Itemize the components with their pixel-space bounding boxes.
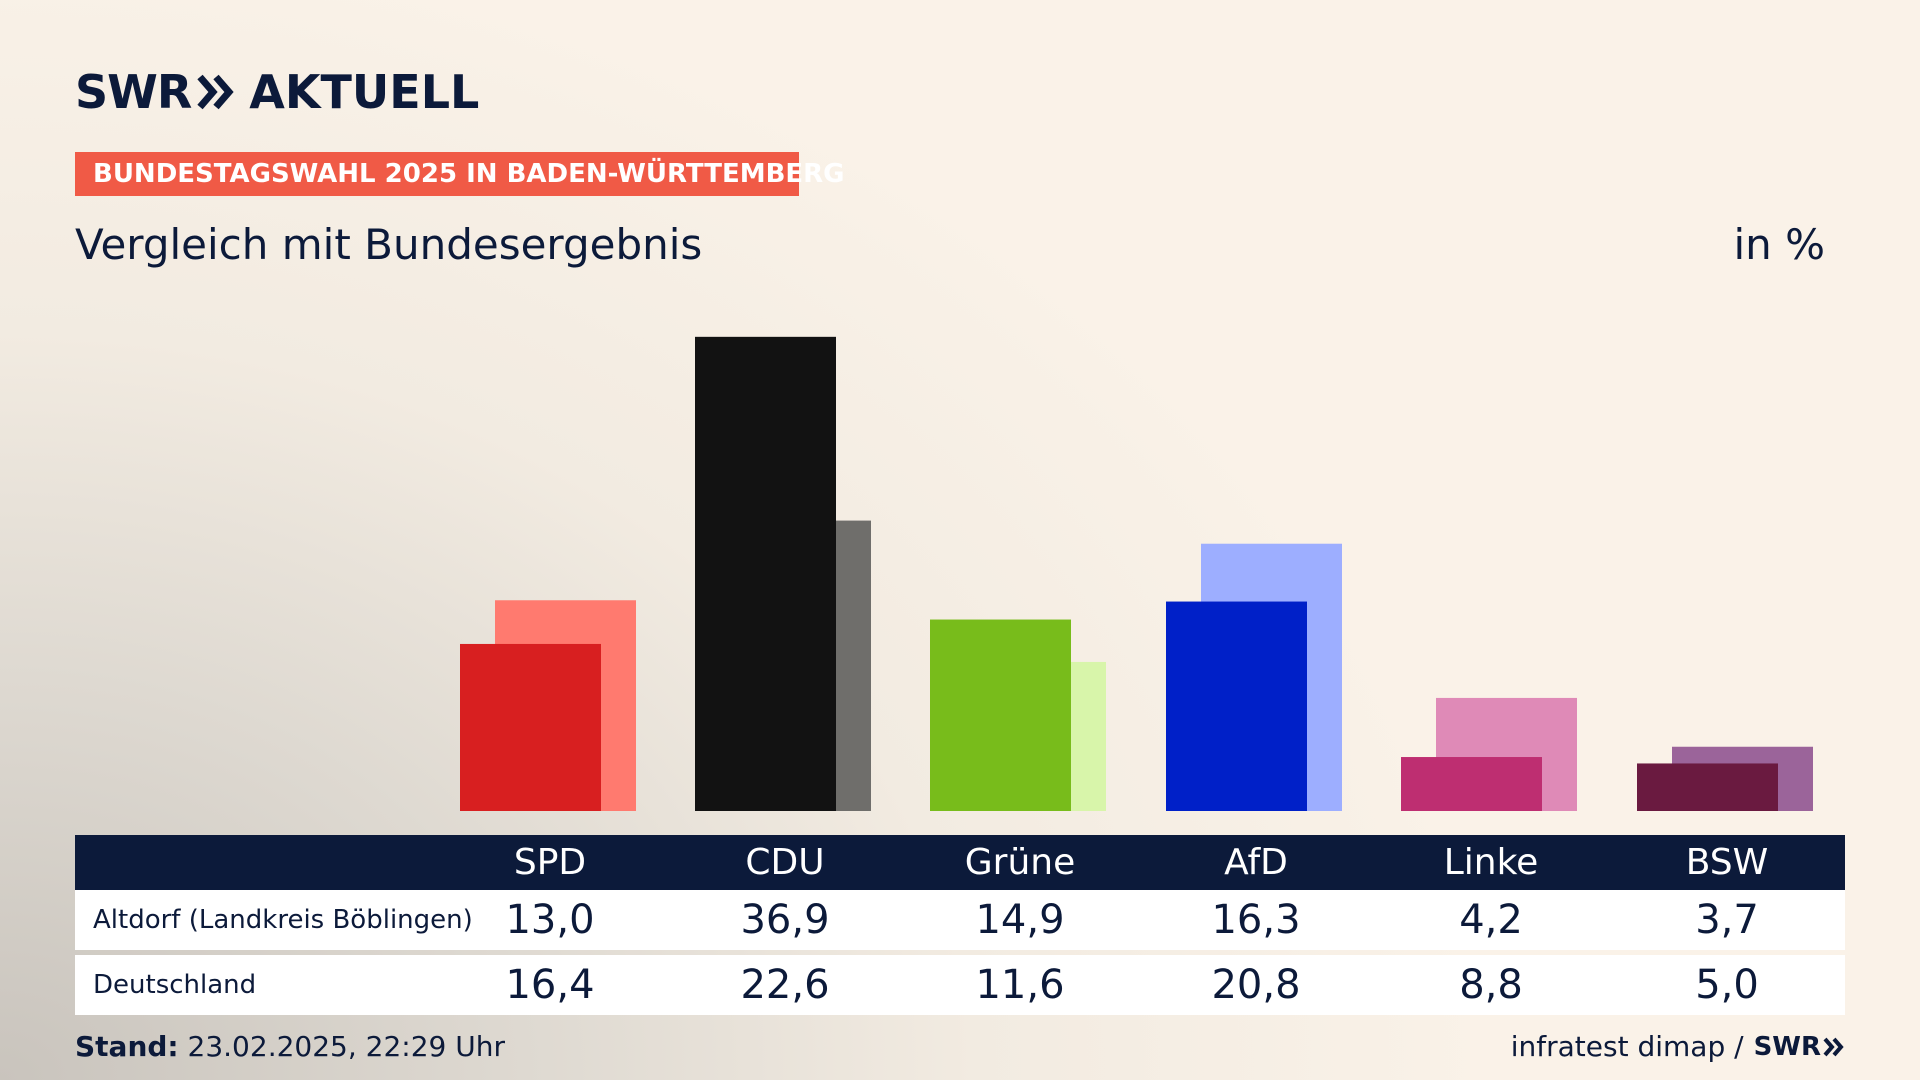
double-chevron-icon (197, 74, 234, 110)
value-deutschland-afd: 20,8 (1211, 962, 1301, 1008)
source-text: infratest dimap / (1510, 1030, 1744, 1063)
value-deutschland-spd: 16,4 (505, 962, 595, 1008)
election-banner: BUNDESTAGSWAHL 2025 IN BADEN-WÜRTTEMBERG (75, 152, 845, 196)
value-deutschland-linke: 8,8 (1459, 962, 1523, 1008)
chart-subtitle: Vergleich mit Bundesergebnis (75, 220, 703, 269)
value-altdorf-linke: 4,2 (1459, 897, 1523, 943)
value-altdorf-afd: 16,3 (1211, 897, 1301, 943)
value-deutschland-grune: 11,6 (975, 962, 1065, 1008)
source-credit: infratest dimap / SWR (1511, 1030, 1845, 1063)
timestamp: Stand: 23.02.2025, 22:29 Uhr (75, 1030, 505, 1063)
bar-altdorf-grune (930, 619, 1071, 811)
table-header: SPD CDU Grüne AfD Linke BSW (75, 835, 1845, 890)
unit-label: in % (1733, 220, 1825, 269)
column-header-grune: Grüne (964, 842, 1076, 883)
bar-chart (460, 336, 1813, 811)
value-altdorf-grune: 14,9 (975, 897, 1065, 943)
value-altdorf-cdu: 36,9 (740, 897, 830, 943)
bar-altdorf-spd (460, 643, 601, 811)
value-deutschland-cdu: 22,6 (740, 962, 830, 1008)
footer-swr-text: SWR (1753, 1031, 1821, 1062)
results-table: SPD CDU Grüne AfD Linke BSW Altdorf (Landkrei… (75, 835, 1845, 1015)
bar-altdorf-bsw (1637, 763, 1778, 811)
footer-double-chevron-icon (1823, 1037, 1844, 1056)
value-altdorf-spd: 13,0 (505, 897, 595, 943)
brand-aktuell-text: AKTUELL (249, 65, 480, 119)
stand-label: Stand: (75, 1030, 179, 1063)
table-row-deutschland: Deutschland 16,4 22,6 11,6 20,8 8,8 5,0 (75, 955, 1845, 1015)
row-label-deutschland: Deutschland (93, 970, 257, 1000)
brand-swr-text: SWR (75, 65, 192, 119)
table-row-altdorf: Altdorf (Landkreis Böblingen) 13,0 36,9 14… (75, 890, 1845, 950)
bar-altdorf-cdu (695, 336, 836, 811)
value-deutschland-bsw: 5,0 (1695, 962, 1759, 1008)
column-header-afd: AfD (1224, 842, 1288, 883)
row-label-altdorf: Altdorf (Landkreis Böblingen) (93, 905, 473, 935)
column-header-linke: Linke (1443, 842, 1539, 883)
column-header-bsw: BSW (1685, 842, 1769, 883)
stand-value: 23.02.2025, 22:29 Uhr (187, 1030, 505, 1063)
swr-aktuell-logo: SWR AKTUELL (75, 65, 480, 119)
bar-altdorf-afd (1166, 601, 1307, 811)
value-altdorf-bsw: 3,7 (1695, 897, 1759, 943)
column-header-spd: SPD (513, 842, 587, 883)
column-header-cdu: CDU (745, 842, 825, 883)
bar-altdorf-linke (1401, 757, 1542, 811)
